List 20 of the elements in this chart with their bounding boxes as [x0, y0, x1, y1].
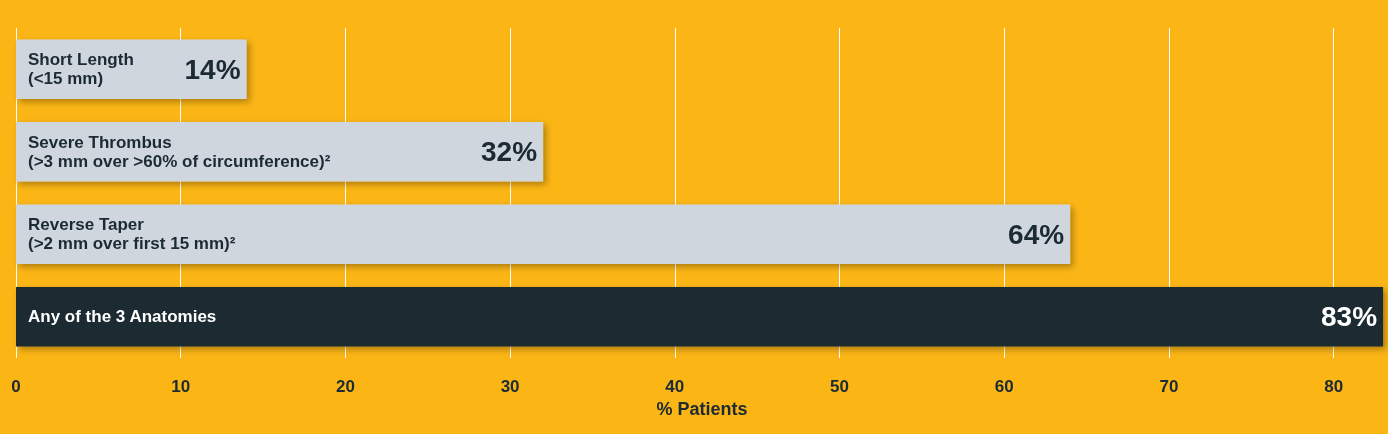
x-tick-label: 10 [171, 377, 191, 396]
y-tick-label: Severe Thrombus (>3 mm over >60% of circumference)² [28, 132, 331, 171]
y-tick-label: Short Length (<15 mm) [28, 50, 134, 89]
x-tick-label: 0 [11, 377, 21, 396]
data-label: 32% [481, 136, 538, 168]
x-tick-label: 60 [994, 377, 1014, 396]
data-label: 14% [184, 53, 241, 85]
x-tick-label: 50 [830, 377, 849, 396]
x-axis-title: % Patients [656, 398, 748, 419]
bar [16, 204, 1071, 264]
x-tick-label: 40 [665, 377, 685, 396]
y-tick-label: Any of the 3 Anatomies [28, 307, 217, 327]
x-tick-label: 30 [500, 377, 520, 396]
x-tick-label: 20 [335, 377, 355, 396]
bar [16, 287, 1384, 347]
y-tick-label: Reverse Taper (>2 mm over first 15 mm)² [28, 215, 236, 254]
x-tick-label: 80 [1324, 377, 1344, 396]
data-label: 64% [1008, 218, 1065, 250]
x-tick-label: 70 [1159, 377, 1179, 396]
data-label: 83% [1321, 301, 1378, 333]
